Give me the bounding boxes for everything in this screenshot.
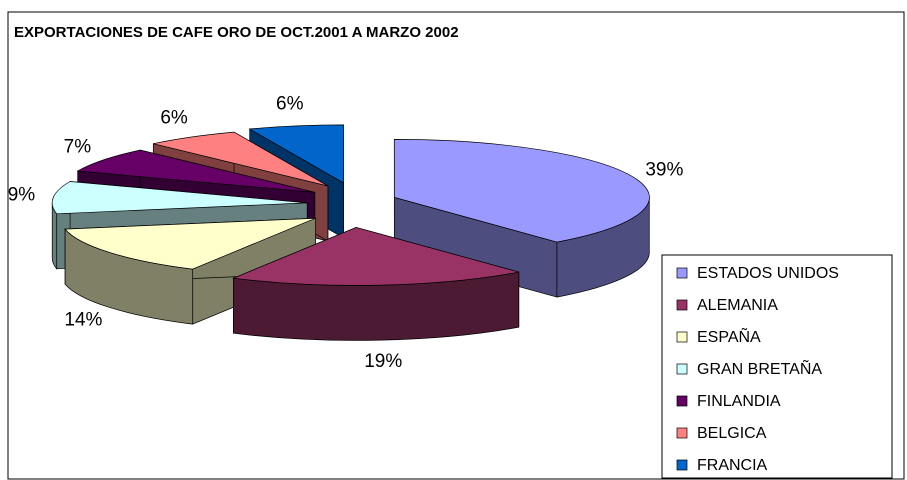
chart-title: EXPORTACIONES DE CAFE ORO DE OCT.2001 A …: [14, 24, 459, 41]
slice: [153, 131, 329, 187]
legend-label: FRANCIA: [697, 457, 768, 474]
legend-swatch: [676, 267, 688, 279]
slice: [64, 217, 316, 270]
legend-box: [661, 254, 893, 479]
data-label: 39%: [645, 159, 683, 180]
legend-label: FINLANDIA: [697, 393, 781, 410]
data-label: 9%: [8, 184, 36, 205]
legend-label: BELGICA: [697, 425, 767, 442]
legend-label: ESPAÑA: [697, 326, 761, 346]
slice: [248, 124, 344, 184]
slice: [51, 181, 308, 215]
data-label: 7%: [64, 136, 92, 157]
data-label: 14%: [64, 309, 102, 330]
slice: [232, 227, 519, 286]
data-label: 19%: [364, 351, 402, 372]
legend-label: GRAN BRETAÑA: [697, 358, 822, 378]
legend-swatch: [676, 331, 688, 343]
legend-label: ESTADOS UNIDOS: [697, 265, 839, 282]
legend-swatch: [676, 427, 688, 439]
data-label: 6%: [160, 107, 188, 128]
legend-label: ALEMANIA: [697, 297, 778, 314]
slice: [393, 139, 650, 243]
data-label: 6%: [276, 93, 304, 114]
legend-swatch: [676, 299, 688, 311]
slice: [76, 149, 315, 193]
legend-swatch: [676, 459, 688, 471]
legend-swatch: [676, 363, 688, 375]
legend-swatch: [676, 395, 688, 407]
